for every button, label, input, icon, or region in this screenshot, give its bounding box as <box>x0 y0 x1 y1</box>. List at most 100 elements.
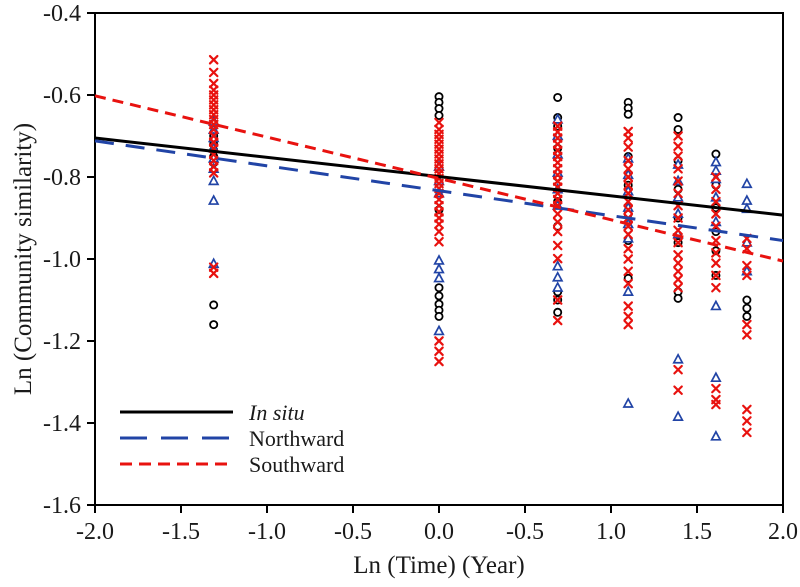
data-point <box>673 250 683 260</box>
data-point <box>711 172 721 182</box>
data-point <box>673 282 683 293</box>
data-point <box>433 324 445 336</box>
data-point <box>623 126 633 137</box>
data-point <box>552 209 563 219</box>
data-point <box>553 307 563 317</box>
data-point <box>623 301 633 311</box>
data-point <box>622 285 634 296</box>
series-southward <box>208 54 752 438</box>
data-point <box>623 155 633 166</box>
data-point <box>711 184 721 195</box>
data-point <box>434 236 444 247</box>
data-point <box>552 315 563 326</box>
data-point <box>710 430 722 441</box>
data-point <box>672 352 684 364</box>
data-point <box>673 385 683 395</box>
data-point <box>623 311 633 322</box>
legend-label: Northward <box>249 426 344 451</box>
data-point <box>741 177 753 189</box>
data-point <box>207 194 220 205</box>
data-point <box>208 124 219 135</box>
data-point <box>434 311 444 321</box>
x-tick-label: 2.0 <box>768 519 798 545</box>
data-point <box>742 330 752 340</box>
data-point <box>711 282 721 293</box>
data-point <box>551 270 564 282</box>
data-point <box>742 303 752 313</box>
data-point <box>711 221 721 231</box>
data-point <box>623 142 633 152</box>
data-point <box>711 248 721 258</box>
data-point <box>552 226 563 237</box>
data-point <box>742 295 752 305</box>
data-point <box>711 258 721 268</box>
x-tick-label: -2.0 <box>76 519 114 545</box>
data-point <box>623 133 633 143</box>
data-point <box>711 399 721 410</box>
data-point <box>623 254 633 264</box>
data-point <box>623 188 633 199</box>
data-point <box>711 383 721 394</box>
data-point <box>552 217 563 227</box>
data-point <box>711 209 721 219</box>
data-point <box>673 266 683 277</box>
data-point <box>208 78 219 89</box>
data-point <box>673 164 683 174</box>
legend-item-southward: Southward <box>120 452 344 477</box>
data-point <box>551 281 564 292</box>
data-point <box>208 268 219 279</box>
x-tick-label: -0.5 <box>334 519 372 545</box>
data-point <box>208 54 219 65</box>
data-point <box>623 172 633 182</box>
trendline-in-situ <box>94 136 784 217</box>
data-point <box>623 273 633 283</box>
data-point <box>672 410 684 421</box>
data-point <box>742 319 752 330</box>
trendline-southward <box>94 94 784 263</box>
legend-label: In situ <box>248 400 305 425</box>
y-tick-label: -0.6 <box>43 83 81 109</box>
data-point <box>434 219 444 229</box>
data-point <box>710 299 722 311</box>
legend-item-northward: Northward <box>120 426 344 451</box>
y-tick-label: -0.8 <box>43 165 81 191</box>
trendline-northward <box>94 139 784 243</box>
data-point <box>434 117 444 128</box>
y-tick-label: -1.0 <box>43 247 81 273</box>
data-point <box>673 293 683 303</box>
data-point <box>742 270 752 281</box>
x-tick-label: 1.5 <box>682 519 712 545</box>
data-point <box>673 141 683 152</box>
data-point <box>552 295 563 305</box>
x-tick-label: -1.5 <box>162 519 200 545</box>
data-point <box>208 67 219 78</box>
data-point <box>623 278 633 289</box>
data-point <box>623 109 633 119</box>
data-point <box>711 196 721 207</box>
data-point <box>209 320 219 330</box>
data-point <box>434 291 444 301</box>
data-point <box>622 397 634 408</box>
data-point <box>742 416 752 426</box>
data-point <box>434 111 444 121</box>
y-axis: -0.4 -0.6 -0.8 -1.0 -1.2 -1.4 -1.6 <box>43 1 95 519</box>
data-point <box>552 253 563 264</box>
y-tick-label: -0.4 <box>43 1 81 27</box>
data-point <box>673 124 683 134</box>
y-tick-label: -1.4 <box>43 411 81 437</box>
data-point <box>673 131 683 141</box>
x-tick-label: -0.5 <box>506 519 544 545</box>
data-point <box>673 225 683 236</box>
data-point <box>623 266 633 277</box>
data-point <box>208 168 219 178</box>
data-point <box>209 300 219 310</box>
data-point <box>673 151 683 161</box>
data-point <box>673 237 683 248</box>
data-point <box>623 243 633 254</box>
data-point <box>623 180 633 190</box>
x-tick-label: -1.0 <box>248 519 286 545</box>
data-point <box>710 371 722 383</box>
